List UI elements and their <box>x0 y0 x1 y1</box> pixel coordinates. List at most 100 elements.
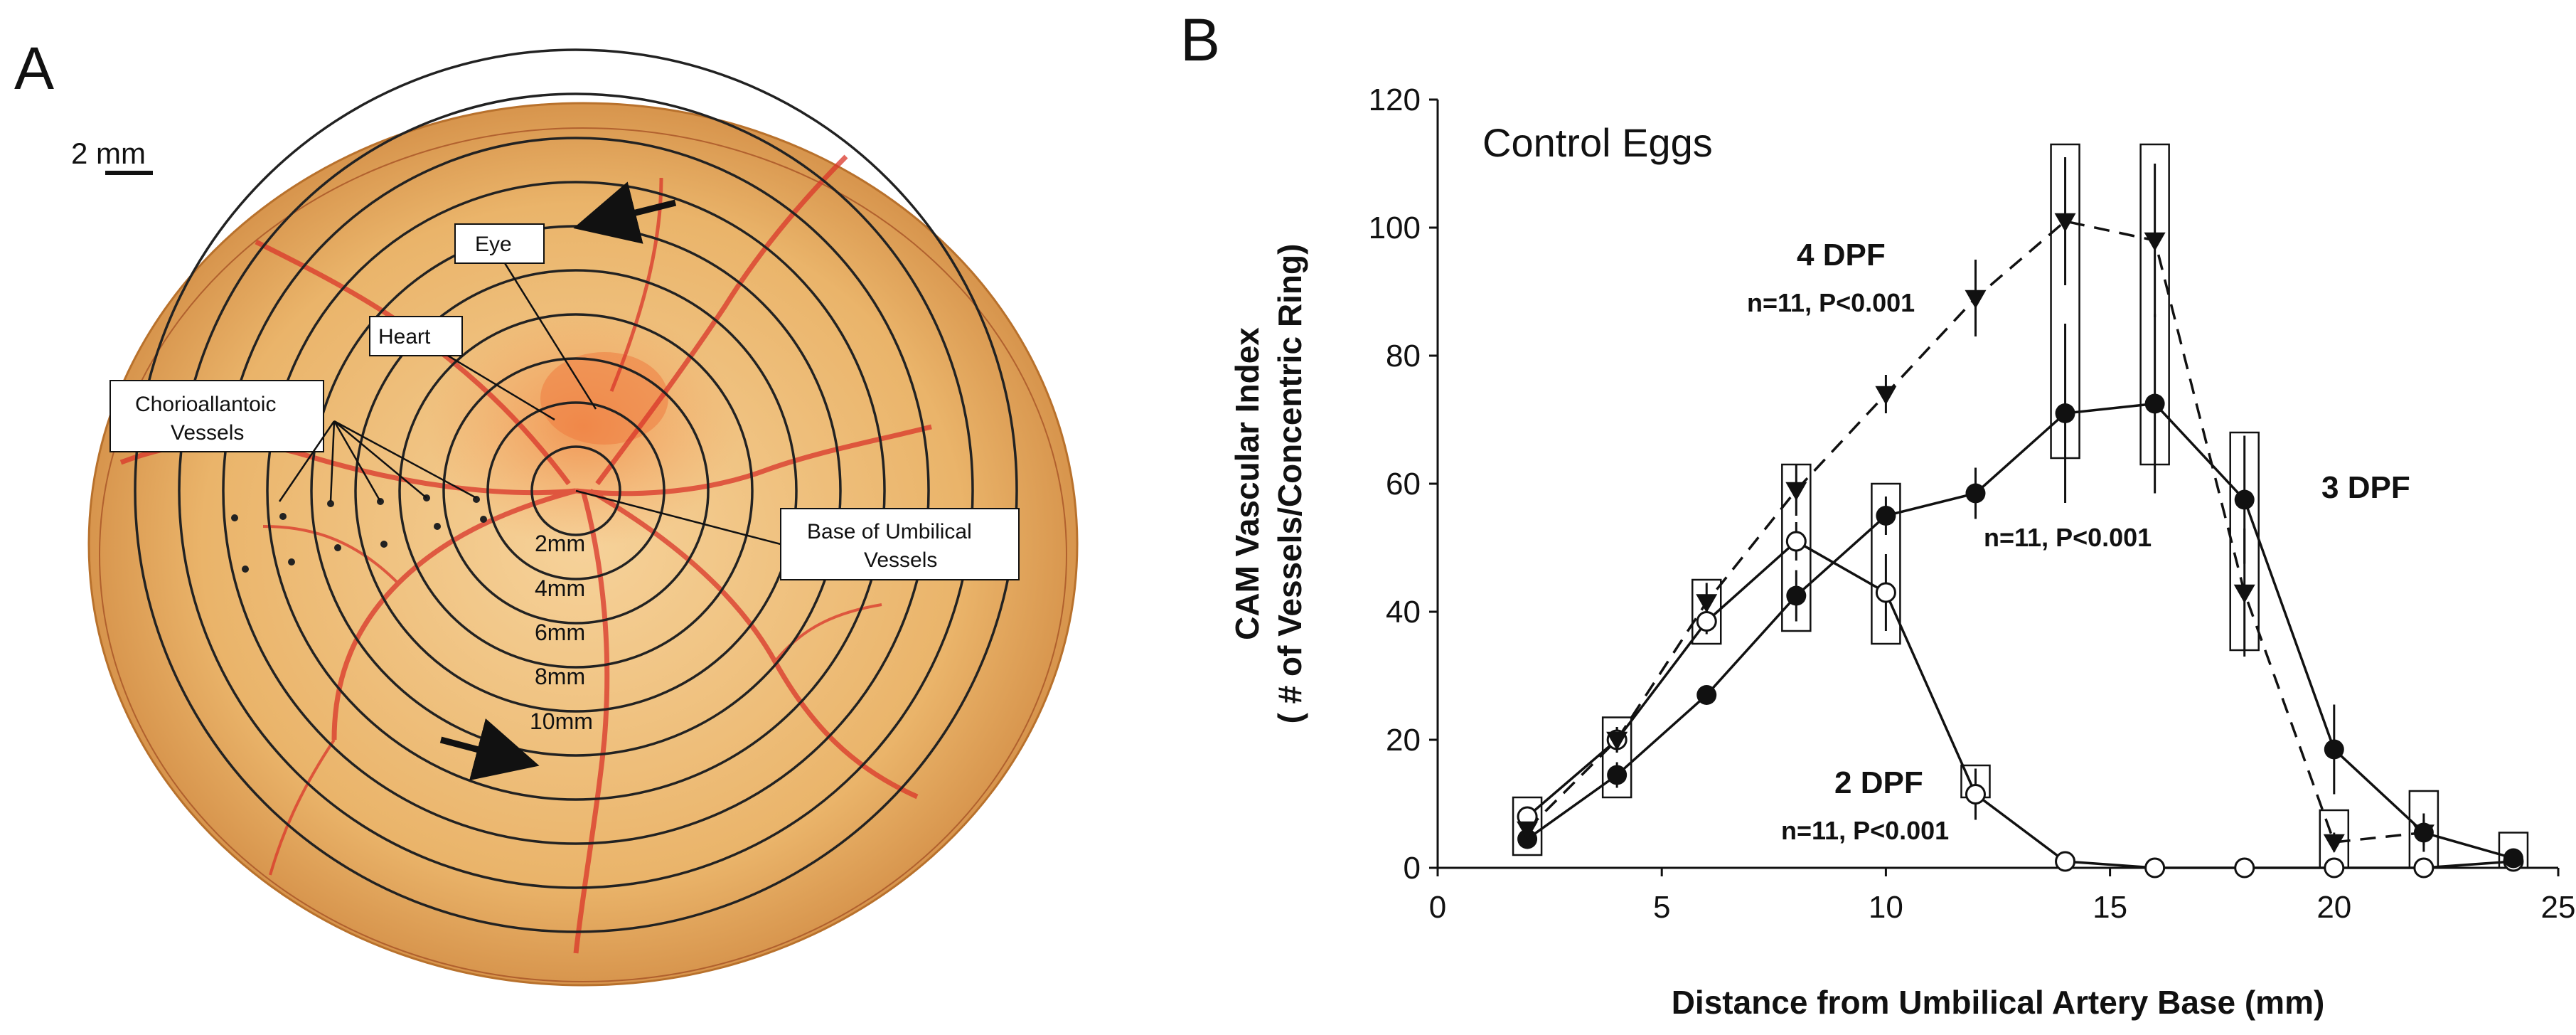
point-4-dpf <box>1517 821 1539 840</box>
point-4-dpf <box>1696 594 1718 613</box>
series-label-3dpf: 3 DPF <box>2321 470 2410 505</box>
ring <box>442 357 710 625</box>
point-2-dpf <box>1965 784 1986 805</box>
series-line-3-dpf <box>1527 402 2514 860</box>
chart-title: Control Eggs <box>1482 120 1713 165</box>
y-tick-label: 120 <box>1369 83 1421 117</box>
point-3-dpf <box>2234 489 2255 510</box>
rotation-arrow-bottom <box>439 718 540 781</box>
point-3-dpf <box>1607 765 1628 785</box>
ring-label-2mm: 2mm <box>535 531 585 556</box>
ring <box>134 48 1018 933</box>
series-markers <box>1517 213 2524 879</box>
series-label-4dpf: 4 DPF <box>1797 238 1886 272</box>
panel-b-letter: B <box>1180 6 1220 73</box>
point-4-dpf <box>2054 213 2076 232</box>
significance-box <box>1871 482 1901 645</box>
point-3-dpf <box>2055 403 2075 423</box>
point-2-dpf <box>2413 857 2435 879</box>
heart-callout-box <box>369 316 463 356</box>
series-label-2dpf: 2 DPF <box>1834 765 1923 800</box>
point-3-dpf <box>2144 393 2165 414</box>
umbilical-callout-line2: Vessels <box>864 548 937 572</box>
y-tick-label: 0 <box>1404 851 1421 886</box>
point-4-dpf <box>1606 731 1628 750</box>
point-4-dpf <box>1965 290 1987 309</box>
point-3-dpf <box>2503 848 2523 869</box>
point-2-dpf <box>2324 857 2345 879</box>
eye-callout-line <box>503 262 597 410</box>
x-axis-title: Distance from Umbilical Artery Base (mm) <box>1672 984 2325 1021</box>
panel-b-chart: B 0 20 40 60 80 100 120 0 5 10 15 20 25 Distance fr… <box>1180 6 2575 1021</box>
y-tick-label: 40 <box>1386 595 1421 630</box>
point-2-dpf <box>1696 611 1717 632</box>
ring-label-6mm: 6mm <box>535 620 585 645</box>
y-ticks: 0 20 40 60 80 100 120 <box>1369 83 1438 886</box>
ring-label-8mm: 8mm <box>535 664 585 689</box>
ring <box>354 269 798 713</box>
ring <box>178 92 974 889</box>
vessels-callout-box <box>109 380 324 452</box>
point-4-dpf <box>1875 386 1897 405</box>
y-tick-label: 20 <box>1386 723 1421 758</box>
vessel-crossing-dots <box>231 494 487 573</box>
series-stat-3dpf: n=11, P<0.001 <box>1984 523 2152 552</box>
eye-callout-label: Eye <box>475 233 512 256</box>
series-stat-4dpf: n=11, P<0.001 <box>1747 288 1915 317</box>
significance-boxes <box>1512 143 2529 869</box>
ring-label-4mm: 4mm <box>535 575 585 601</box>
panel-a-egg-photo: A 2 mm <box>14 35 1079 987</box>
vessels-callout-line2: Vessels <box>171 421 244 445</box>
y-tick-label: 60 <box>1386 467 1421 501</box>
umbilical-callout-line <box>575 489 781 546</box>
ring <box>398 313 754 669</box>
point-3-dpf <box>1965 483 1986 504</box>
vessels-callout-line1: Chorioallantoic <box>135 393 276 416</box>
point-4-dpf <box>2144 232 2166 251</box>
concentric-rings <box>134 48 1018 933</box>
scale-bar-label: 2 mm <box>71 137 146 170</box>
rotation-arrow-top <box>573 181 677 244</box>
point-4-dpf <box>2233 584 2255 603</box>
x-tick-label: 25 <box>2541 890 2576 925</box>
eye-spot <box>540 352 668 445</box>
heart-callout-line <box>447 354 555 421</box>
x-tick-label: 15 <box>2093 890 2127 925</box>
point-2-dpf <box>1785 531 1807 552</box>
ring <box>486 401 666 580</box>
point-3-dpf <box>1786 585 1807 606</box>
egg-rim <box>99 127 1067 982</box>
ring <box>222 137 930 845</box>
x-ticks: 0 5 10 15 20 25 <box>1429 868 2576 925</box>
point-4-dpf <box>2323 834 2345 853</box>
y-axis-title-line1: CAM Vascular Index <box>1229 327 1266 640</box>
panel-a-letter: A <box>14 35 54 102</box>
point-4-dpf <box>2412 824 2435 844</box>
significance-box <box>1512 796 1543 856</box>
point-2-dpf <box>2234 857 2255 879</box>
vessels-callout-lines <box>278 420 477 502</box>
ring <box>530 445 621 536</box>
x-tick-label: 20 <box>2316 890 2351 925</box>
ring-label-10mm: 10mm <box>530 708 593 734</box>
point-2-dpf <box>2055 851 2076 872</box>
y-axis-title-line2: ( # of Vessels/Concentric Ring) <box>1271 244 1308 724</box>
error-bars <box>1526 157 2515 865</box>
point-2-dpf <box>1875 582 1896 603</box>
point-3-dpf <box>1696 685 1717 705</box>
y-tick-label: 80 <box>1386 339 1421 373</box>
point-4-dpf <box>1785 482 1807 501</box>
heart-callout-label: Heart <box>378 325 431 349</box>
significance-box <box>1691 578 1722 645</box>
x-tick-label: 0 <box>1429 890 1446 925</box>
point-3-dpf <box>1876 506 1896 526</box>
x-tick-label: 5 <box>1653 890 1670 925</box>
umbilical-callout-line1: Base of Umbilical <box>807 520 972 543</box>
x-tick-label: 10 <box>1869 890 1903 925</box>
series-line-2-dpf <box>1526 539 2514 869</box>
point-2-dpf <box>2144 857 2166 879</box>
significance-box <box>1601 716 1632 799</box>
eye-callout-box <box>454 223 545 264</box>
series-stat-2dpf: n=11, P<0.001 <box>1781 816 1949 845</box>
